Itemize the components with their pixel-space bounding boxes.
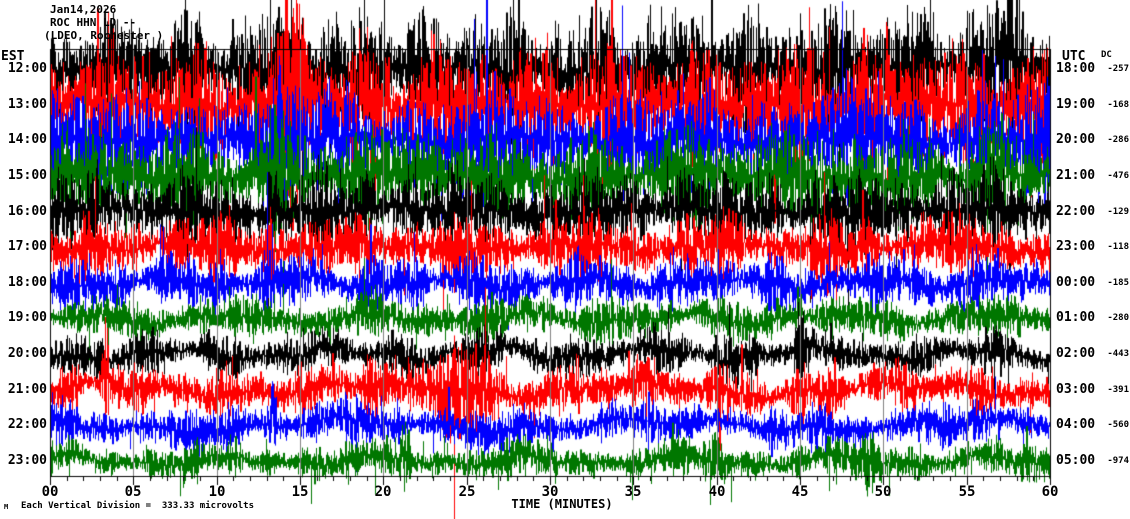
- x-axis-tick-label: 40: [708, 484, 726, 500]
- dc-offset-value: -391: [1107, 385, 1129, 395]
- x-axis-tick-label: 15: [291, 484, 309, 500]
- x-axis-tick-label: 35: [624, 484, 642, 500]
- header-station-id: ROC HHN LD --: [50, 16, 137, 29]
- left-hour-label: 19:00: [7, 310, 47, 325]
- header-date: Jan14,2026: [50, 3, 117, 16]
- right-hour-label: 22:00: [1056, 204, 1096, 219]
- left-hour-label: 22:00: [7, 417, 47, 432]
- x-axis-tick-label: 45: [791, 484, 809, 500]
- left-hour-label: 16:00: [7, 204, 47, 219]
- header-site-name: (LDEO, Rochester ): [44, 29, 164, 42]
- right-hour-label: 21:00: [1056, 168, 1096, 183]
- left-hour-label: 15:00: [7, 168, 47, 183]
- x-axis-tick-label: 05: [124, 484, 142, 500]
- x-axis-tick-label: 25: [458, 484, 476, 500]
- right-hour-label: 03:00: [1056, 382, 1096, 397]
- dc-offset-value: -974: [1107, 456, 1129, 466]
- left-hour-label: 23:00: [7, 453, 47, 468]
- dc-offset-column-label: DC: [1101, 50, 1112, 60]
- dc-offset-value: -476: [1107, 171, 1129, 181]
- dc-offset-value: -168: [1107, 100, 1129, 110]
- dc-offset-value: -257: [1107, 64, 1129, 74]
- left-hour-label: 18:00: [7, 275, 47, 290]
- left-hour-label: 17:00: [7, 239, 47, 254]
- corner-mark: M: [4, 503, 9, 511]
- x-axis-tick-label: 55: [958, 484, 976, 500]
- x-axis-tick-label: 30: [541, 484, 559, 500]
- dc-offset-value: -280: [1107, 313, 1129, 323]
- dc-offset-value: -443: [1107, 349, 1129, 359]
- left-hour-label: 12:00: [7, 61, 47, 76]
- x-axis-tick-label: 10: [208, 484, 226, 500]
- x-axis-tick-label: 60: [1041, 484, 1059, 500]
- right-hour-label: 02:00: [1056, 346, 1096, 361]
- left-hour-label: 14:00: [7, 132, 47, 147]
- left-hour-label: 13:00: [7, 97, 47, 112]
- dc-offset-value: -560: [1107, 420, 1129, 430]
- right-hour-label: 18:00: [1056, 61, 1096, 76]
- x-axis-title: TIME (MINUTES): [511, 497, 613, 511]
- dc-offset-value: -129: [1107, 207, 1129, 217]
- left-hour-label: 20:00: [7, 346, 47, 361]
- right-hour-label: 04:00: [1056, 417, 1096, 432]
- right-hour-label: 05:00: [1056, 453, 1096, 468]
- left-hour-label: 21:00: [7, 382, 47, 397]
- x-axis-tick-label: 50: [874, 484, 892, 500]
- left-timezone-label: EST: [1, 49, 25, 64]
- right-timezone-label: UTC: [1062, 49, 1086, 64]
- scale-note: Each Vertical Division = 333.33 microvol…: [21, 501, 254, 511]
- dc-offset-value: -185: [1107, 278, 1129, 288]
- right-hour-label: 19:00: [1056, 97, 1096, 112]
- x-axis-tick-label: 20: [374, 484, 392, 500]
- right-hour-label: 23:00: [1056, 239, 1096, 254]
- x-axis-tick-label: 00: [41, 484, 59, 500]
- dc-offset-value: -286: [1107, 135, 1129, 145]
- dc-offset-value: -118: [1107, 242, 1129, 252]
- right-hour-label: 00:00: [1056, 275, 1096, 290]
- right-hour-label: 01:00: [1056, 310, 1096, 325]
- right-hour-label: 20:00: [1056, 132, 1096, 147]
